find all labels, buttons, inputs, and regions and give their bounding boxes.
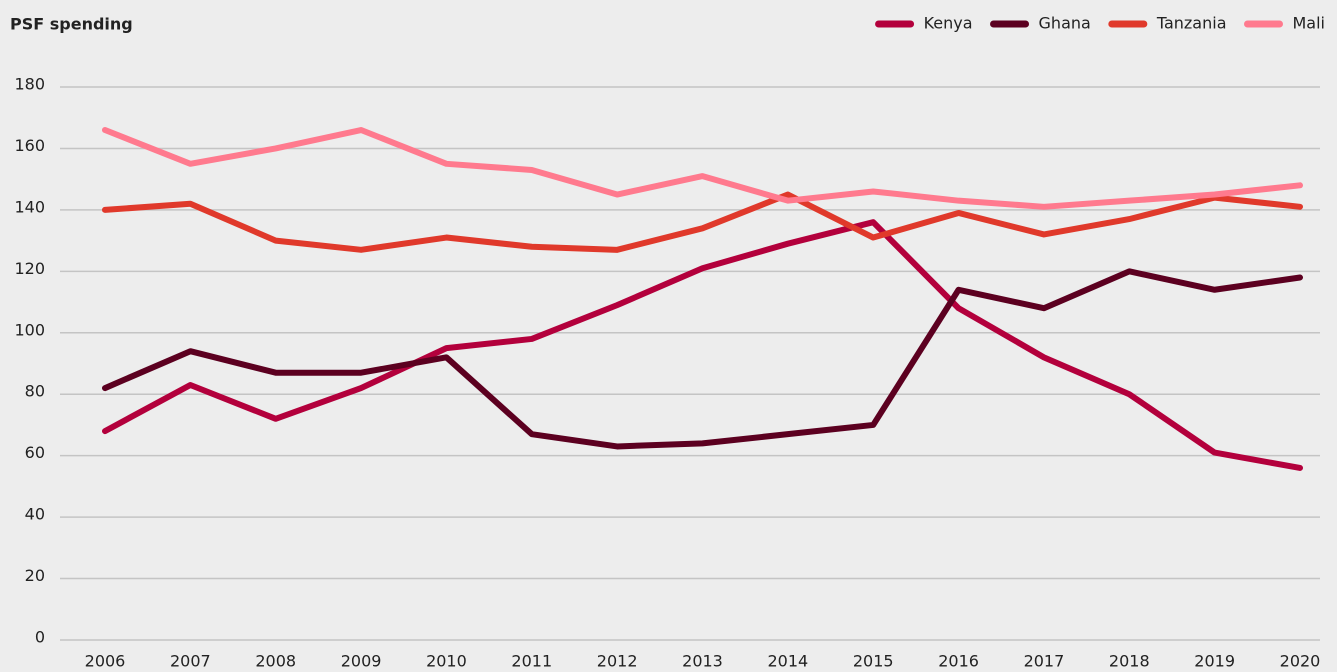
y-tick-label: 80 — [25, 382, 45, 401]
line-series — [102, 268, 1303, 450]
line-series — [102, 191, 1303, 253]
y-tick-label: 40 — [25, 505, 45, 524]
x-tick-label: 2010 — [426, 652, 467, 671]
y-tick-label: 180 — [14, 75, 45, 94]
y-tick-label: 60 — [25, 443, 45, 462]
x-tick-label: 2012 — [597, 652, 638, 671]
y-tick-label: 100 — [14, 320, 45, 339]
x-tick-label: 2014 — [767, 652, 808, 671]
legend: Mali Tanzania Ghana Kenya — [875, 14, 1326, 33]
x-tick-label: 2007 — [170, 652, 211, 671]
x-tick-label: 2018 — [1109, 652, 1150, 671]
y-tick-label: 160 — [14, 136, 45, 155]
y-tick-label: 120 — [14, 259, 45, 278]
x-tick-label: 2016 — [938, 652, 979, 671]
x-tick-label: 2017 — [1024, 652, 1065, 671]
y-tick-label: 20 — [25, 566, 45, 585]
legend-label: Kenya — [924, 14, 973, 33]
chart-title: PSF spending — [10, 15, 133, 34]
line-series — [102, 127, 1303, 210]
x-tick-label: 2009 — [341, 652, 382, 671]
legend-label: Tanzania — [1156, 14, 1227, 33]
x-tick-label: 2013 — [682, 652, 723, 671]
x-tick-label: 2019 — [1194, 652, 1235, 671]
line-series — [102, 219, 1303, 471]
x-tick-label: 2015 — [853, 652, 894, 671]
legend-label: Mali — [1293, 14, 1326, 33]
x-tick-label: 2008 — [255, 652, 296, 671]
legend-label: Ghana — [1039, 14, 1091, 33]
x-tick-label: 2011 — [511, 652, 552, 671]
x-tick-label: 2020 — [1280, 652, 1321, 671]
y-tick-label: 0 — [35, 628, 45, 647]
y-tick-label: 140 — [14, 197, 45, 216]
x-tick-label: 2006 — [85, 652, 126, 671]
